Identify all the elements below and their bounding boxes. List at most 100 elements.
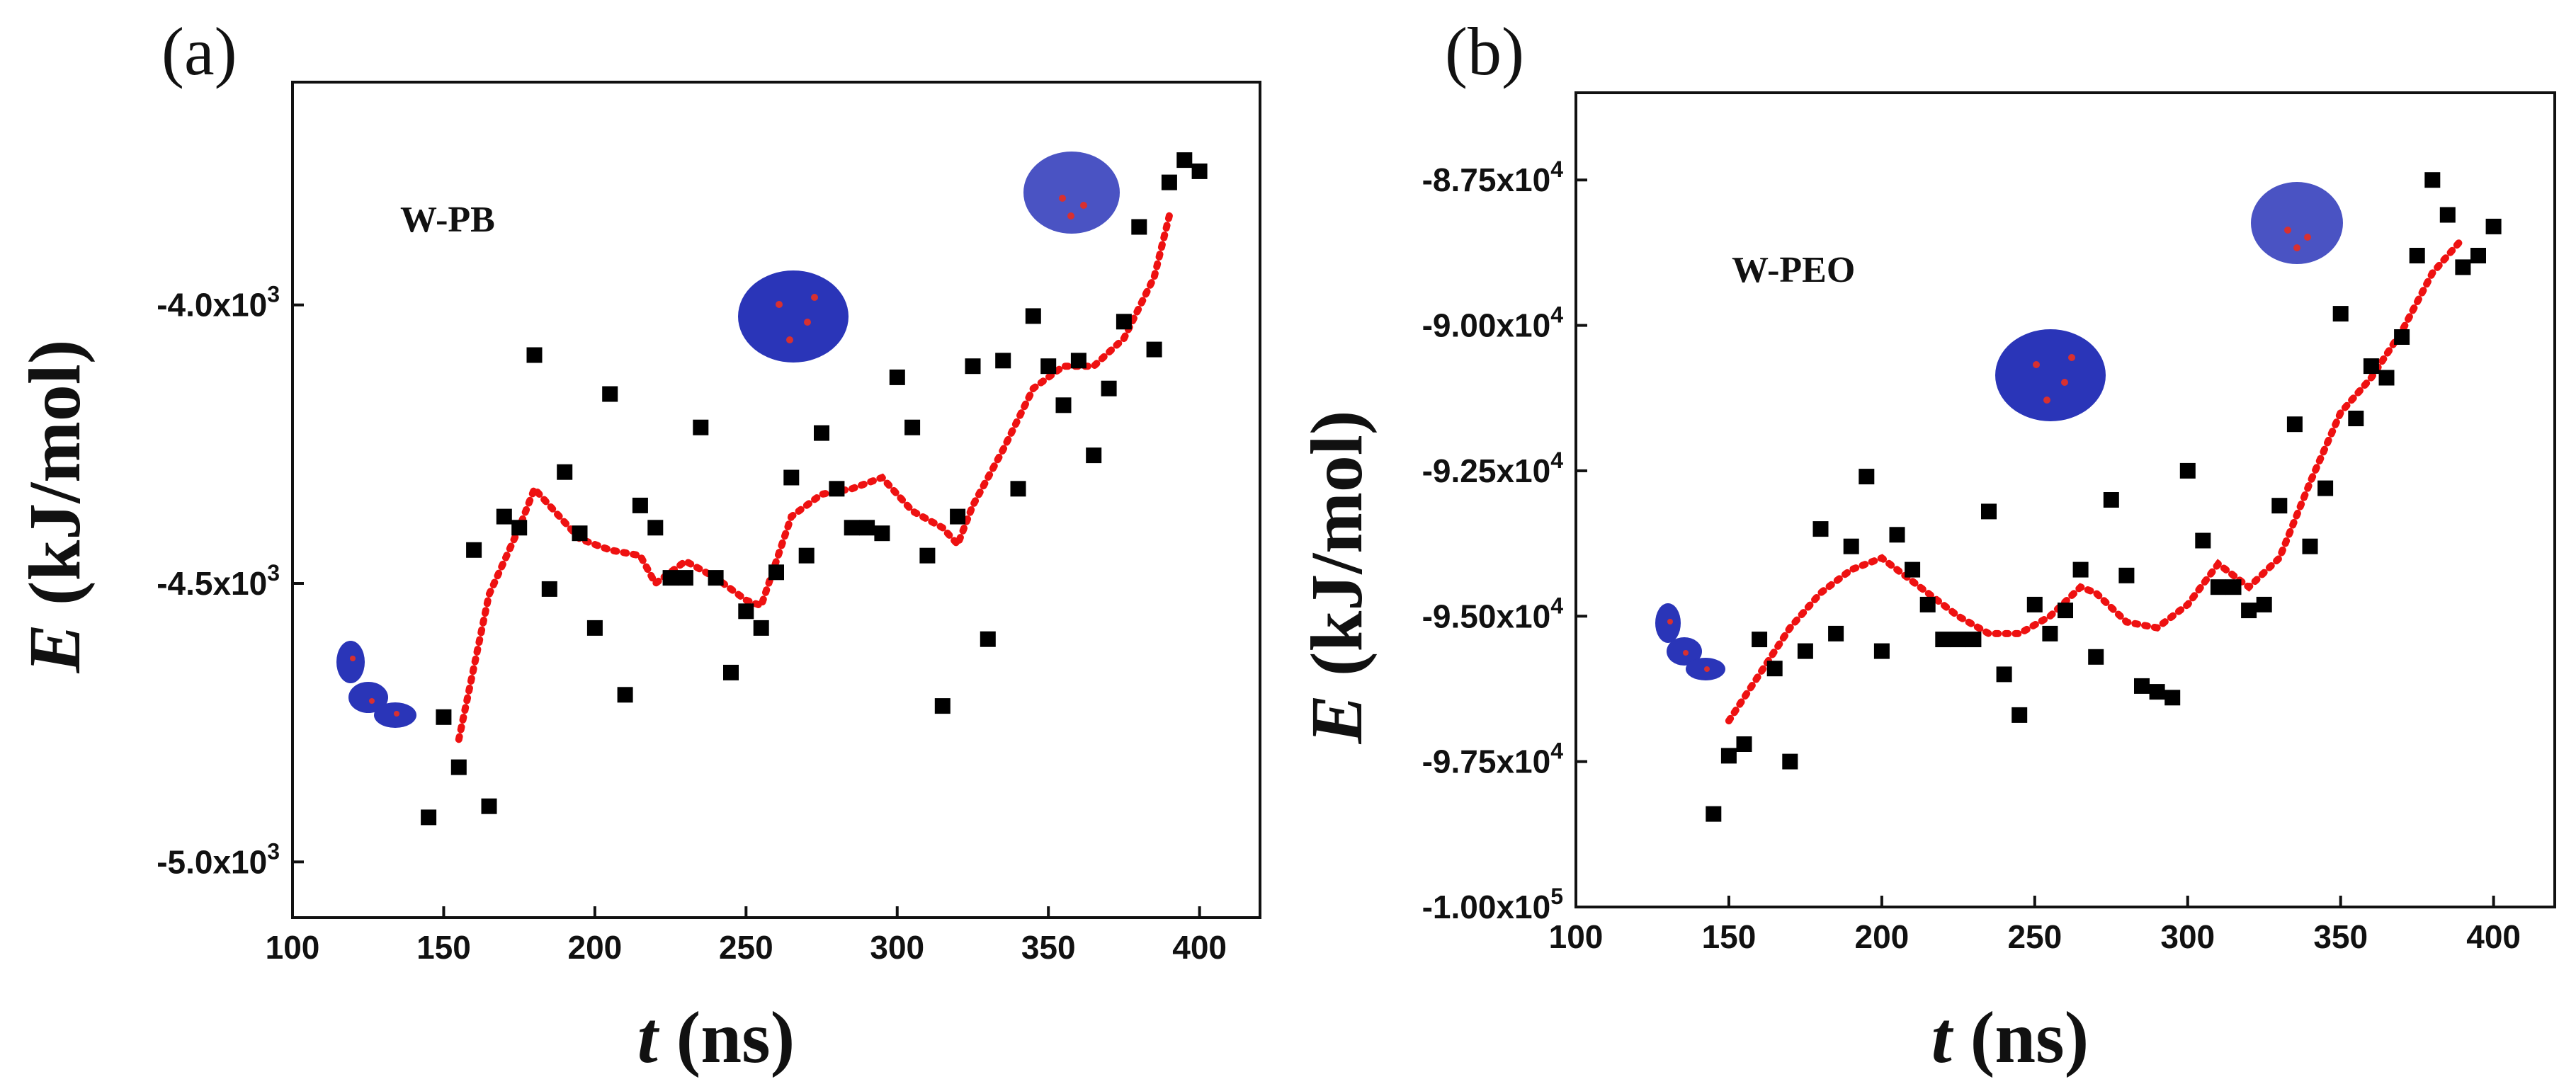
panel-b-data-point bbox=[1996, 666, 2012, 683]
panel-a-x-tick-label: 300 bbox=[870, 929, 924, 966]
panel-b-data-point bbox=[1766, 661, 1783, 677]
panel-a-data-point bbox=[677, 570, 693, 586]
panel-a-snapshots bbox=[336, 152, 1120, 728]
panel-a-data-point bbox=[526, 347, 543, 363]
panel-b-data-point bbox=[1706, 806, 1722, 822]
panel-b-data-point bbox=[1782, 753, 1798, 770]
panel-b-data-point bbox=[2134, 678, 2150, 694]
panel-b-data-point bbox=[2195, 532, 2211, 549]
panel-b-data-point bbox=[2286, 416, 2303, 433]
panel-b-data-point bbox=[1797, 643, 1813, 659]
panel-a-data-point bbox=[572, 525, 588, 542]
panel-a-data-point bbox=[798, 547, 815, 564]
panel-a-data-point bbox=[1161, 174, 1177, 190]
panel-a-y-tick-label: -5.0x103 bbox=[157, 838, 280, 880]
panel-a-data-point bbox=[1040, 358, 1057, 375]
panel-a-data-point bbox=[632, 497, 648, 513]
panel-b-data-point bbox=[2378, 370, 2395, 386]
panel-a-data-point bbox=[450, 759, 467, 775]
panel-b-x-tick-label: 150 bbox=[1702, 918, 1757, 955]
panel-b-x-tick-label: 200 bbox=[1855, 918, 1910, 955]
panel-a-data-point bbox=[829, 481, 845, 497]
panel-b-y-tick-label: -9.75x104 bbox=[1422, 738, 1564, 780]
panel-b-data-point bbox=[2455, 259, 2471, 275]
panel-a-data-point bbox=[1101, 380, 1117, 396]
panel-b-y-tick-label: -9.00x104 bbox=[1422, 302, 1564, 344]
panel-b-data-point bbox=[2026, 596, 2043, 612]
panel-b-data-point bbox=[2225, 579, 2242, 595]
panel-b-data-point bbox=[1905, 561, 1921, 578]
panel-a-data-point bbox=[980, 631, 996, 647]
panel-b-data-point bbox=[2118, 567, 2135, 583]
panel-b: (b) W-PEO bbox=[1296, 13, 2556, 1078]
panel-b-data-point bbox=[2348, 411, 2364, 426]
panel-a-data-point bbox=[859, 520, 875, 536]
panel-b-smoothed-trend-line bbox=[1725, 234, 2467, 725]
panel-b-sample-label: W-PEO bbox=[1732, 250, 1855, 290]
panel-a-data-point bbox=[1055, 397, 1072, 413]
panel-b-data-point bbox=[2271, 498, 2288, 514]
panel-b-x-tick-label: 300 bbox=[2160, 918, 2215, 955]
panel-b-x-tick-label: 350 bbox=[2313, 918, 2368, 955]
panel-b-data-point bbox=[1965, 632, 1982, 648]
panel-b-data-point bbox=[2485, 218, 2502, 234]
panel-a-data-point bbox=[693, 419, 709, 435]
panel-a-data-point bbox=[783, 469, 800, 486]
panel-a-data-point bbox=[919, 547, 936, 564]
panel-a-data-point bbox=[602, 386, 618, 402]
panel-b-data-point bbox=[2424, 172, 2441, 188]
panel-b-data-point bbox=[1873, 643, 1890, 659]
panel-a: (a) bbox=[14, 13, 1261, 1078]
panel-b-data-point bbox=[2439, 207, 2456, 223]
large-micelle-image bbox=[1995, 329, 2106, 421]
panel-b-data-point bbox=[1935, 632, 1951, 648]
panel-a-data-point bbox=[1025, 308, 1041, 324]
panel-a-data-point bbox=[421, 809, 437, 826]
panel-a-data-point bbox=[753, 620, 769, 636]
panel-b-data-point bbox=[2210, 579, 2226, 595]
panel-a-x-tick-label: 100 bbox=[266, 929, 320, 966]
chain-aggregate-image bbox=[336, 641, 416, 728]
panel-b-data-point bbox=[2241, 603, 2257, 619]
panel-a-data-point bbox=[481, 798, 497, 814]
panel-b-data-point bbox=[1981, 503, 1997, 520]
panel-b-data-point bbox=[1950, 632, 1966, 648]
panel-a-data-point bbox=[617, 687, 633, 703]
panel-a-data-point bbox=[1131, 219, 1147, 235]
panel-b-data-point bbox=[2042, 625, 2058, 641]
panel-b-y-tick-label: -1.00x105 bbox=[1422, 884, 1563, 925]
panel-b-data-point bbox=[1843, 538, 1859, 554]
panel-b-data-point bbox=[2409, 248, 2425, 263]
panel-a-data-point bbox=[541, 581, 557, 597]
panel-a-data-point bbox=[1146, 341, 1162, 358]
panel-b-y-tick-label: -9.25x104 bbox=[1422, 447, 1564, 489]
panel-b-data-point bbox=[2149, 684, 2165, 700]
panel-a-data-point bbox=[662, 570, 679, 586]
panel-b-data-point bbox=[2302, 538, 2318, 554]
panel-a-data-point bbox=[904, 419, 921, 435]
panel-b-label: (b) bbox=[1445, 13, 1524, 89]
panel-b-snapshots bbox=[1655, 182, 2343, 680]
panel-b-data-point bbox=[2317, 480, 2334, 496]
panel-b-data-point bbox=[2470, 248, 2486, 263]
panel-a-data-point bbox=[466, 542, 482, 558]
panel-a-y-tick-label: -4.5x103 bbox=[157, 560, 280, 602]
panel-a-data-point bbox=[934, 698, 951, 714]
panel-b-plot-frame bbox=[1574, 91, 2556, 908]
panel-a-data-point bbox=[738, 603, 754, 620]
panel-a-data-point bbox=[557, 464, 573, 480]
panel-b-data-point bbox=[1889, 527, 1905, 543]
panel-b-data-point bbox=[2012, 707, 2028, 723]
panel-a-x-tick-label: 150 bbox=[416, 929, 471, 966]
panel-b-data-point bbox=[1828, 625, 1844, 641]
panel-b-data-point bbox=[1812, 521, 1829, 537]
panel-a-data-point bbox=[965, 358, 981, 375]
panel-b-data-point bbox=[2394, 329, 2410, 345]
panel-b-x-tick-label: 250 bbox=[2007, 918, 2062, 955]
panel-a-data-point bbox=[511, 520, 528, 536]
panel-a-data-point bbox=[496, 508, 512, 525]
panel-a-x-axis-title: t (ns) bbox=[637, 997, 795, 1078]
panel-a-data-point bbox=[889, 369, 905, 385]
panel-b-data-point bbox=[1720, 748, 1737, 764]
